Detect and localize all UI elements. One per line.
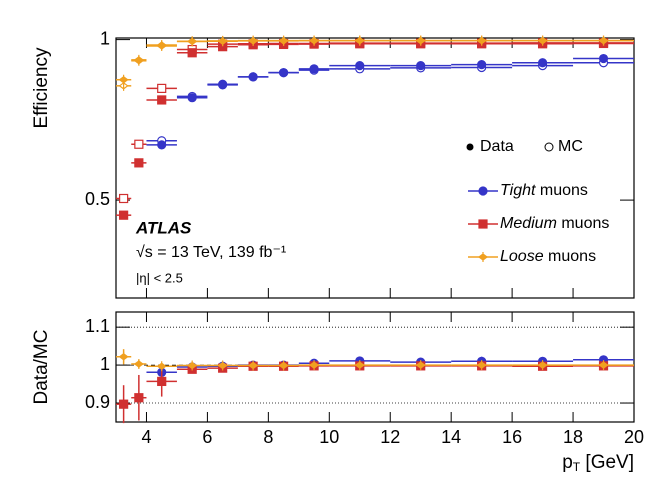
data-point [415,35,426,46]
y-tick-label: 0.5 [85,189,110,209]
data-point [476,360,487,371]
legend-label-part: Tight [500,182,536,199]
data-point [248,72,258,82]
x-tick-label: 16 [502,427,522,447]
data-point [537,58,548,68]
data-point [598,35,609,46]
x-label-part: T [573,460,581,474]
legend-label-part: Medium [500,215,557,232]
x-tick-label: 18 [563,427,583,447]
data-point [187,93,197,103]
plot-frame [115,311,635,423]
mc-point [119,193,129,204]
plot-frame [115,37,635,299]
legend-marker [466,143,474,151]
mc-point [157,83,167,93]
data-point [134,393,144,403]
data-point [598,53,609,64]
legend-label-part: Loose [500,248,544,265]
data-point [278,360,289,371]
x-tick-label: 14 [441,427,461,447]
data-point [309,35,320,46]
y-tick-label: 1 [100,354,110,374]
y-axis-label: Efficiency [31,47,52,128]
y-tick-label: 1.1 [85,316,110,336]
legend-label-part: muons [544,248,596,265]
data-point [156,361,167,372]
legend-label: Medium muons [500,215,609,232]
data-point [217,360,228,371]
data-point [187,360,198,371]
x-axis-label: pT [GeV] [562,452,634,474]
data-point [217,36,228,47]
data-point [118,74,129,85]
data-point [187,36,198,47]
legend-label-part: muons [535,182,587,199]
data-point [118,351,129,362]
data-point [278,35,289,46]
data-point [355,61,365,71]
data-point [218,80,228,90]
legend-marker [478,252,488,262]
annotation: ATLAS [135,218,192,237]
data-point [248,35,259,46]
data-point [134,158,144,168]
data-point [416,61,426,71]
data-point [598,360,609,371]
data-point [415,360,426,371]
data-point [133,54,144,65]
y-tick-label: 0.9 [85,392,110,412]
x-tick-label: 4 [141,427,151,447]
data-point [133,358,144,369]
data-point [477,60,487,70]
x-label-part: p [562,452,573,473]
data-point [157,140,167,150]
data-point [309,64,319,74]
data-point [187,48,197,58]
legend-label: Loose muons [500,248,596,265]
mc-point [134,139,144,149]
data-point [476,35,487,46]
x-tick-label: 20 [624,427,644,447]
x-tick-label: 10 [319,427,339,447]
data-point [537,35,548,46]
annotation: √s = 13 TeV, 139 fb⁻¹ [136,244,286,261]
x-tick-label: 6 [202,427,212,447]
data-point [157,95,167,105]
legend-marker [544,142,554,152]
y-tick-label: 1 [100,28,110,48]
legend-marker [478,186,488,196]
legend-label-part: muons [557,215,609,232]
x-label-part: [GeV] [580,452,634,473]
data-point [119,210,129,220]
legend-label: Data [480,138,514,155]
data-point [157,376,167,387]
data-point [156,41,167,52]
data-point [537,360,548,371]
data-point [248,360,259,371]
legend-marker [478,219,488,229]
x-tick-label: 12 [380,427,400,447]
y-axis-label: Data/MC [31,330,52,405]
legend-label: Tight muons [500,182,588,199]
x-tick-label: 8 [263,427,273,447]
data-point [278,68,289,78]
data-point [309,360,320,371]
data-point [354,35,365,46]
data-point [354,360,365,371]
annotation: |η| < 2.5 [136,270,183,285]
legend-label: MC [558,138,583,155]
data-point [119,399,129,409]
